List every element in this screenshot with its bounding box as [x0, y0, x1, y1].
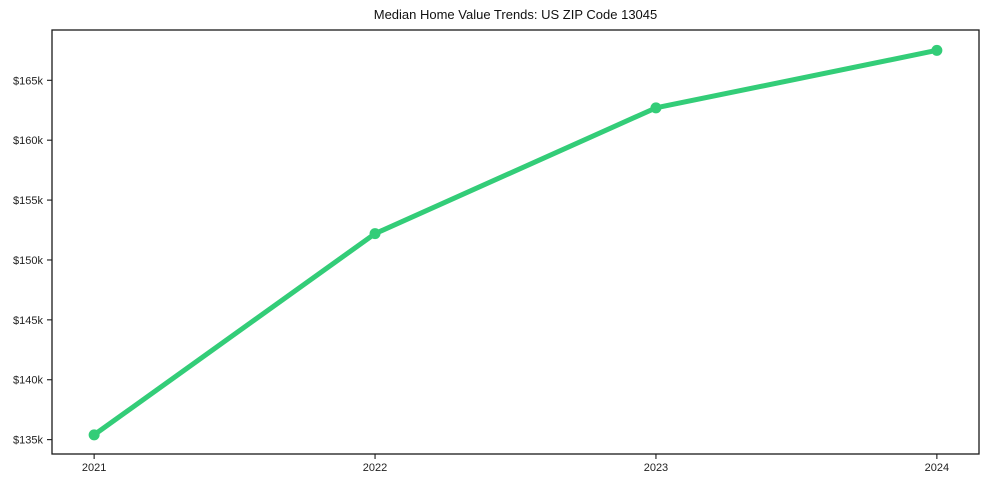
x-tick-label: 2022	[363, 462, 387, 474]
y-tick-label: $155k	[13, 195, 43, 207]
x-tick-label: 2024	[925, 462, 949, 474]
y-tick-label: $135k	[13, 435, 43, 447]
y-tick-label: $165k	[13, 75, 43, 87]
data-point-2022	[369, 228, 381, 240]
plot-frame	[51, 29, 980, 455]
y-tick-label: $140k	[13, 375, 43, 387]
data-point-2024	[931, 44, 943, 56]
y-tick-label: $160k	[13, 135, 43, 147]
y-tick-label: $150k	[13, 255, 43, 267]
x-tick-label: 2021	[82, 462, 106, 474]
data-point-2023	[650, 102, 662, 114]
data-point-2021	[88, 429, 100, 441]
trend-line	[91, 47, 940, 438]
x-tick-label: 2023	[644, 462, 668, 474]
y-tick-label: $145k	[13, 315, 43, 327]
chart-title: Median Home Value Trends: US ZIP Code 13…	[373, 7, 658, 22]
